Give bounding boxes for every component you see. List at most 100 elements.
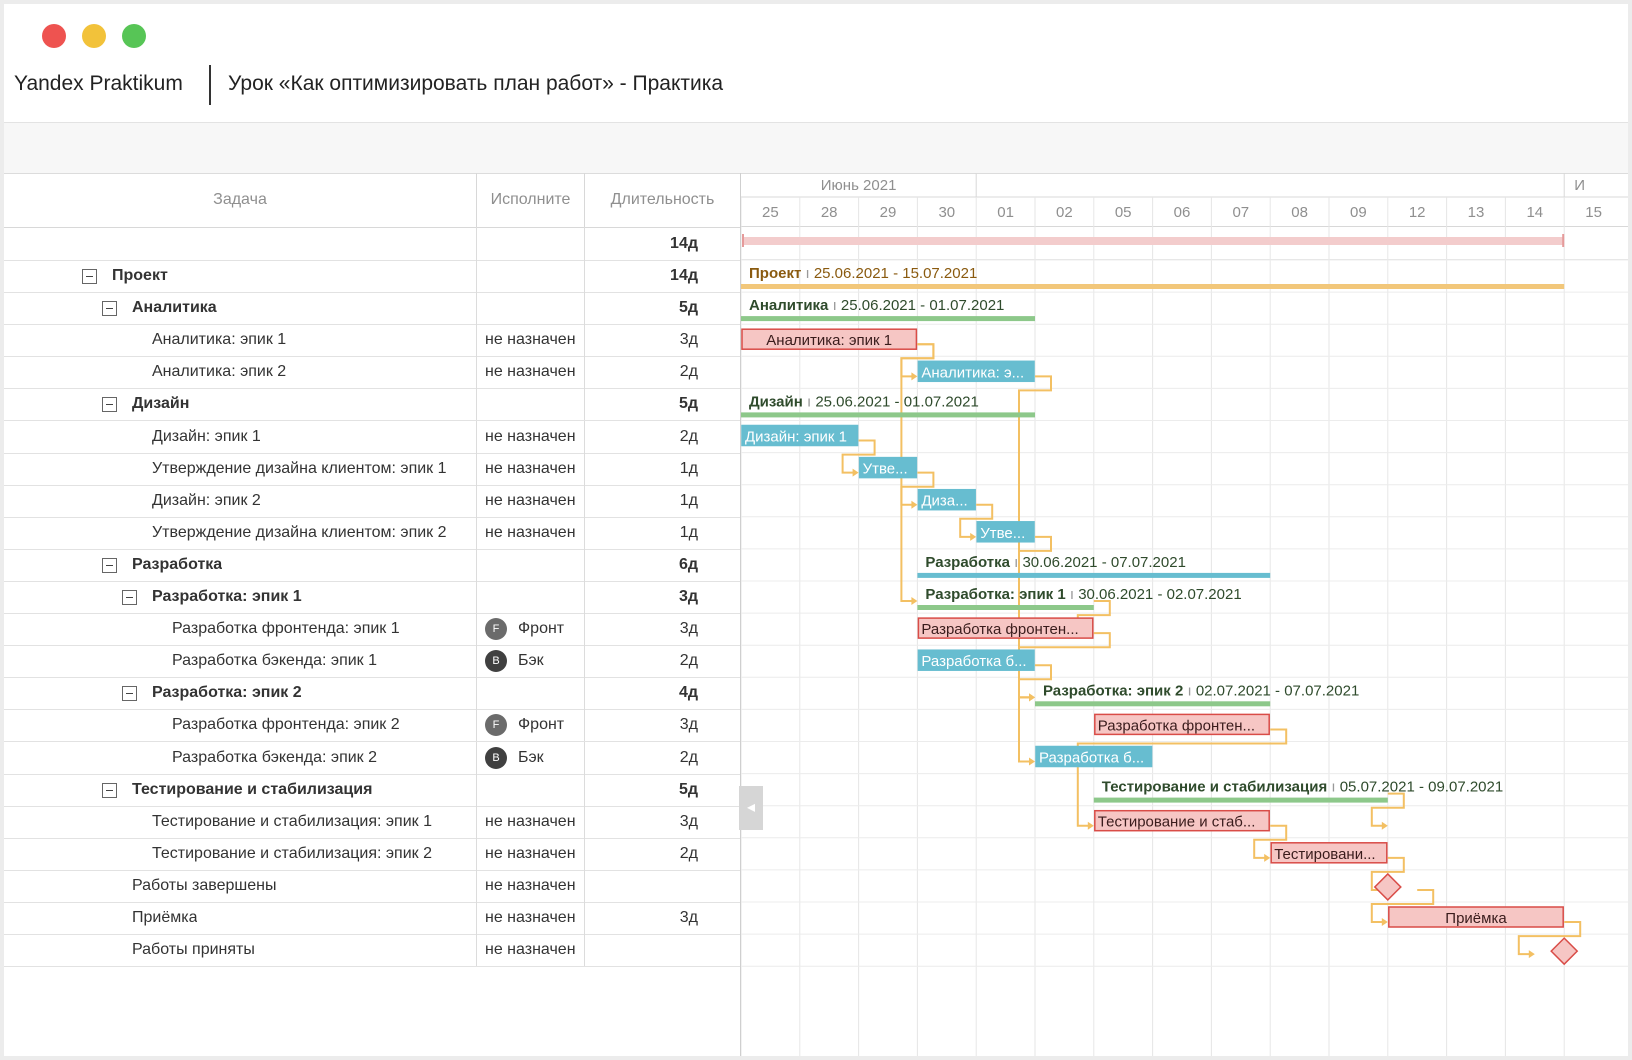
- assignee-avatar: B: [485, 650, 507, 673]
- milestone-diamond: [1550, 937, 1579, 966]
- task-duration: 5д: [678, 395, 698, 413]
- table-row[interactable]: Тестирование и стабилизация 5д: [4, 773, 740, 807]
- table-row[interactable]: Тестирование и стабилизация: эпик 2 не на…: [4, 837, 740, 871]
- close-window-button[interactable]: [42, 24, 66, 48]
- collapse-toggle-icon[interactable]: [102, 397, 117, 413]
- task-name: Работы приняты: [132, 941, 255, 959]
- table-row[interactable]: Разработка бэкенда: эпик 1 B Бэк 2д: [4, 645, 740, 679]
- table-row[interactable]: Утверждение дизайна клиентом: эпик 1 не н…: [4, 452, 740, 486]
- collapse-toggle-icon[interactable]: [102, 301, 117, 317]
- table-row[interactable]: Разработка бэкенда: эпик 2 B Бэк 2д: [4, 741, 740, 775]
- assignee-name: не назначен: [485, 491, 576, 509]
- table-row[interactable]: Работы приняты не назначен: [4, 934, 740, 968]
- column-divider: [584, 548, 585, 581]
- table-row[interactable]: Дизайн: эпик 2 не назначен 1д: [4, 484, 740, 518]
- column-divider: [584, 484, 585, 517]
- group-bar-label: Разработка: эпик 1 ı 30.06.2021 - 02.07.…: [925, 586, 1241, 603]
- day-label: 06: [1174, 204, 1191, 221]
- column-divider: [584, 260, 585, 293]
- assignee-name: не назначен: [485, 459, 576, 477]
- task-duration: 2д: [679, 427, 698, 445]
- column-divider: [584, 452, 585, 485]
- column-divider: [584, 869, 585, 902]
- task-duration: 3д: [679, 812, 698, 830]
- dependency-link: [1370, 856, 1405, 891]
- column-divider: [584, 934, 585, 967]
- dependency-link: [1253, 824, 1288, 859]
- collapse-toggle-icon[interactable]: [122, 686, 137, 702]
- column-divider: [476, 869, 477, 902]
- task-bar-label: Приёмка: [1445, 910, 1507, 927]
- collapse-grid-handle[interactable]: ◂: [739, 786, 763, 830]
- task-name: Разработка фронтенда: эпик 1: [172, 620, 400, 638]
- task-duration: 3д: [679, 620, 698, 638]
- task-bar-label: Разработка фронтен...: [921, 621, 1078, 638]
- task-name: Дизайн: эпик 1: [152, 427, 261, 445]
- task-duration: 1д: [679, 523, 698, 541]
- table-row[interactable]: Разработка: эпик 1 3д: [4, 581, 740, 615]
- group-bar: [741, 316, 1035, 322]
- column-divider: [584, 388, 585, 421]
- maximize-window-button[interactable]: [122, 24, 146, 48]
- assignee-name: не назначен: [485, 363, 576, 381]
- dependency-arrow: [852, 468, 859, 477]
- collapse-toggle-icon[interactable]: [102, 557, 117, 573]
- dependency-link: [1076, 728, 1288, 827]
- dependency-arrow: [911, 500, 918, 509]
- assignee-name: [485, 677, 577, 710]
- table-row[interactable]: Аналитика: эпик 2 не назначен 2д: [4, 356, 740, 390]
- group-bar-label: Аналитика ı 25.06.2021 - 01.07.2021: [749, 297, 1004, 314]
- column-divider: [476, 516, 477, 549]
- table-row[interactable]: Работы завершены не назначен: [4, 869, 740, 903]
- column-header-assignee[interactable]: Исполните: [477, 173, 585, 228]
- assignee-name: Бэк: [518, 652, 544, 670]
- task-name: Тестирование и стабилизация: эпик 2: [152, 844, 432, 862]
- table-row[interactable]: Дизайн: эпик 1 не назначен 2д: [4, 420, 740, 454]
- task-name: Тестирование и стабилизация: [132, 780, 373, 798]
- table-row[interactable]: Разработка: эпик 2 4д: [4, 677, 740, 711]
- task-name: Аналитика: эпик 1: [152, 331, 287, 349]
- table-row[interactable]: Разработка фронтенда: эпик 2 F Фронт 3д: [4, 709, 740, 743]
- column-divider: [584, 324, 585, 357]
- table-row[interactable]: Аналитика: эпик 1 не назначен 3д: [4, 324, 740, 358]
- assignee-name: [485, 388, 577, 421]
- month-label: И: [1574, 177, 1585, 194]
- task-duration: [586, 870, 698, 903]
- minimize-window-button[interactable]: [82, 24, 106, 48]
- collapse-toggle-icon[interactable]: [122, 590, 137, 605]
- task-duration: 2д: [679, 652, 698, 670]
- column-divider: [584, 677, 585, 710]
- task-bar-label: Разработка б...: [921, 653, 1026, 670]
- group-bar: [1035, 701, 1271, 707]
- assignee-name: [485, 549, 577, 582]
- column-header-task[interactable]: Задача: [4, 173, 477, 228]
- task-bar: [741, 424, 859, 447]
- day-label: 15: [1585, 204, 1602, 221]
- collapse-toggle-icon[interactable]: [82, 269, 97, 284]
- task-duration: 3д: [679, 716, 698, 734]
- task-name: Разработка: эпик 2: [152, 684, 302, 702]
- table-row[interactable]: Утверждение дизайна клиентом: эпик 2 не н…: [4, 516, 740, 550]
- column-divider: [476, 227, 477, 260]
- assignee-name: Фронт: [518, 620, 565, 638]
- table-row[interactable]: Тестирование и стабилизация: эпик 1 не на…: [4, 805, 740, 839]
- table-row[interactable]: Проект 14д: [4, 260, 740, 294]
- table-row[interactable]: Приёмка не назначен 3д: [4, 902, 740, 936]
- dependency-arrow: [1381, 918, 1388, 927]
- collapse-toggle-icon[interactable]: [102, 782, 117, 798]
- task-duration: 2д: [679, 363, 698, 381]
- dependency-arrow: [970, 532, 977, 541]
- day-label: 14: [1526, 204, 1543, 221]
- table-row[interactable]: Аналитика 5д: [4, 292, 740, 326]
- day-label: 05: [1115, 204, 1132, 221]
- table-row[interactable]: Разработка 6д: [4, 548, 740, 582]
- assignee-name: не назначен: [485, 523, 576, 541]
- task-name: Приёмка: [132, 909, 198, 926]
- table-row[interactable]: Разработка фронтенда: эпик 1 F Фронт 3д: [4, 613, 740, 647]
- group-bar-label: Разработка ı 30.06.2021 - 07.07.2021: [925, 554, 1186, 571]
- task-grid: Задача Исполните Длительность 14д Проект 1…: [4, 173, 741, 1056]
- column-header-duration[interactable]: Длительность: [585, 173, 741, 228]
- column-divider: [476, 548, 477, 581]
- table-row[interactable]: Дизайн 5д: [4, 388, 740, 422]
- month-label: Июнь 2021: [821, 177, 897, 194]
